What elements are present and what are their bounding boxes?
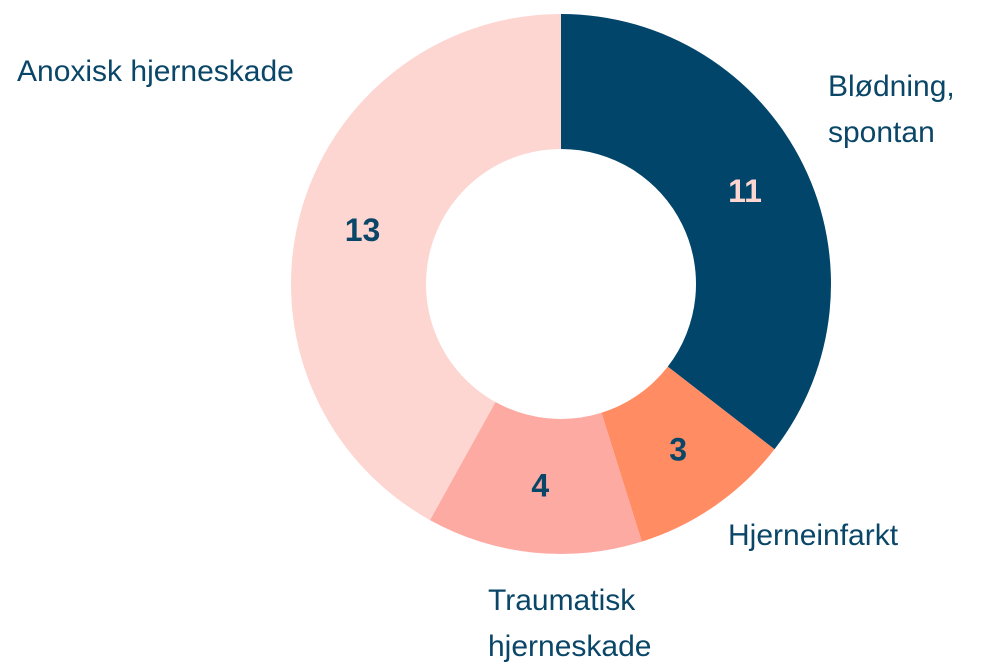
category-label: Traumatisk hjerneskade xyxy=(488,584,651,663)
value-label: 13 xyxy=(345,212,381,248)
donut-slice xyxy=(429,402,642,554)
donut-slice xyxy=(290,14,561,521)
category-label-line: Traumatisk xyxy=(488,584,636,617)
category-label-line: Hjerneinfarkt xyxy=(728,519,899,552)
category-label-line: spontan xyxy=(828,116,935,149)
donut-slice xyxy=(601,366,775,542)
category-label-line: Blødning, xyxy=(828,70,955,103)
value-label: 3 xyxy=(669,432,687,468)
category-label: Hjerneinfarkt xyxy=(728,519,899,552)
value-label: 4 xyxy=(531,467,549,503)
value-label: 11 xyxy=(728,173,762,209)
category-label: Anoxisk hjerneskade xyxy=(17,55,294,88)
category-label-line: hjerneskade xyxy=(488,630,651,663)
category-label: Blødning, spontan xyxy=(828,70,955,149)
category-label-line: Anoxisk hjerneskade xyxy=(17,55,294,88)
donut-slice xyxy=(561,14,831,450)
